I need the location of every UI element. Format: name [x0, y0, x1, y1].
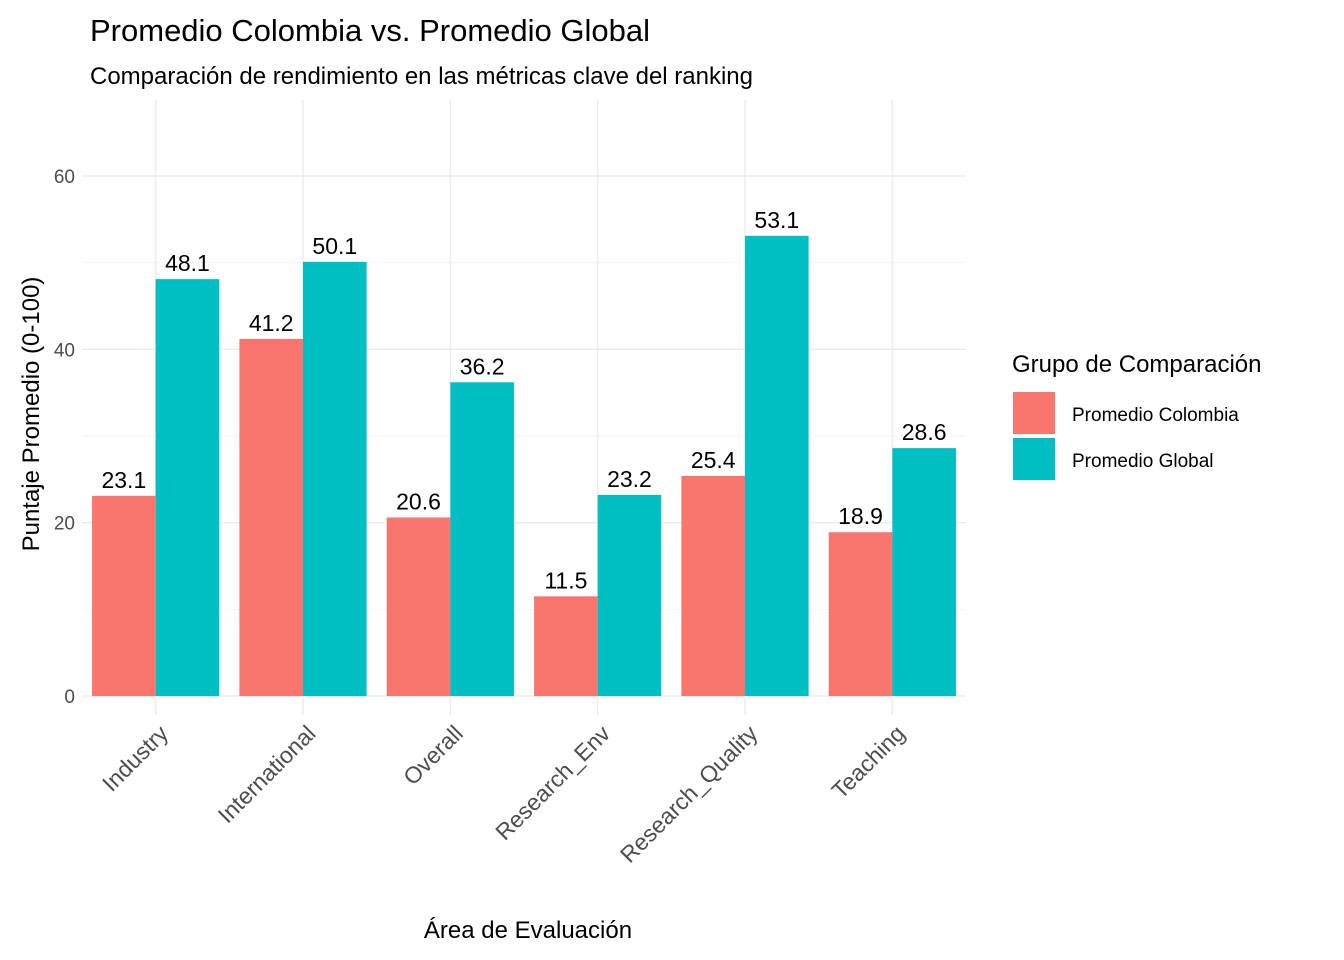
legend-key-global [1013, 438, 1055, 480]
bar-colombia-teaching [828, 532, 893, 696]
y-axis-title: Puntaje Promedio (0-100) [18, 277, 45, 552]
chart-title: Promedio Colombia vs. Promedio Global [90, 13, 650, 48]
y-tick-label: 60 [54, 167, 75, 188]
chart-subtitle: Comparación de rendimiento en las métric… [90, 63, 753, 90]
bar-colombia-research_env [534, 596, 598, 696]
data-label: 28.6 [902, 419, 947, 445]
bar-global-research_env [597, 494, 662, 696]
y-axis: 0 20 40 60 [54, 167, 75, 708]
bar-global-teaching [892, 448, 956, 696]
data-label: 11.5 [544, 567, 587, 593]
legend-label: Promedio Global [1072, 451, 1214, 472]
data-label: 23.1 [101, 467, 146, 493]
bar-colombia-overall [386, 517, 451, 696]
legend-key-colombia [1013, 392, 1055, 434]
data-labels: 23.1 48.1 41.2 50.1 20.6 36.2 11.5 23.2 25.4 53.1… [101, 207, 946, 594]
x-tick-label: Research_Quality [615, 720, 763, 868]
x-tick-label: International [213, 720, 321, 828]
x-tick-label: Overall [398, 720, 468, 790]
y-tick-label: 20 [54, 514, 75, 535]
x-axis-title: Área de Evaluación [424, 917, 632, 944]
x-tick-label: Research_Env [490, 720, 615, 845]
legend-title: Grupo de Comparación [1012, 351, 1261, 378]
data-label: 25.4 [691, 447, 736, 473]
data-label: 23.2 [607, 466, 652, 492]
legend: Grupo de Comparación Promedio Colombia Pr… [1012, 351, 1261, 480]
bar-global-international [303, 261, 367, 696]
legend-label: Promedio Colombia [1072, 405, 1239, 426]
data-label: 36.2 [460, 353, 505, 379]
y-tick-label: 0 [64, 687, 75, 708]
y-tick-label: 40 [54, 340, 75, 361]
bar-colombia-international [239, 338, 303, 696]
x-tick-label: Teaching [826, 720, 909, 803]
data-label: 20.6 [396, 488, 441, 514]
bars [92, 235, 956, 697]
data-label: 18.9 [838, 503, 883, 529]
data-label: 50.1 [312, 233, 357, 259]
bar-colombia-industry [92, 495, 156, 696]
bar-global-overall [450, 382, 514, 696]
data-label: 53.1 [754, 207, 799, 233]
data-label: 41.2 [249, 310, 294, 336]
bar-colombia-research_quality [681, 475, 745, 696]
x-tick-label: Industry [97, 720, 174, 797]
bar-global-industry [155, 279, 220, 696]
data-label: 48.1 [165, 250, 210, 276]
bar-global-research_quality [745, 235, 809, 697]
x-axis: Industry International Overall Research_Env… [97, 720, 910, 868]
